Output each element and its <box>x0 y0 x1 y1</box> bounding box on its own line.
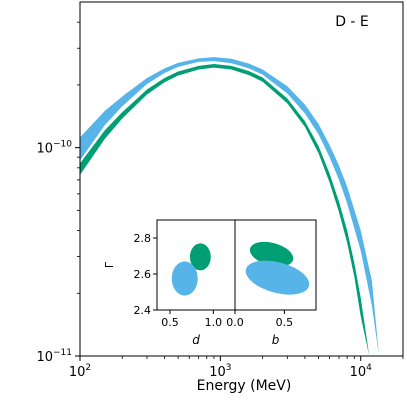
inset-y-tick-label: 2.8 <box>134 232 152 245</box>
inset-x-tick-label: 0.0 <box>226 316 244 329</box>
x-tick-label: 102 <box>69 363 91 380</box>
inset-ellipse-green <box>249 241 294 267</box>
x-axis-label: Energy (MeV) <box>197 378 292 394</box>
inset-y-tick-label: 2.4 <box>134 304 152 317</box>
y-tick-label: 10−10 <box>36 140 72 157</box>
inset-contours: 0.5 1.0 d 0.0 0.5 b 2.4 2.6 2.8 Γ <box>103 219 317 347</box>
inset-ellipse-blue <box>171 261 198 296</box>
panel-label: D - E <box>335 14 369 30</box>
inset-panel-frame <box>234 219 317 311</box>
inset-x-tick-label: 1.0 <box>205 316 223 329</box>
series-band-blue <box>80 57 380 357</box>
inset-x-tick-label: 0.5 <box>276 316 294 329</box>
sed-bands <box>80 57 380 357</box>
x-tick-label: 104 <box>350 363 373 380</box>
inset-y-axis-label: Γ <box>103 261 116 268</box>
y-tick-label: 10−11 <box>36 348 72 365</box>
inset-x-axis-label: d <box>192 333 200 347</box>
x-tick-label: 103 <box>209 363 231 380</box>
inset-y-tick-label: 2.6 <box>134 268 152 281</box>
inset-ellipse-green <box>189 243 211 271</box>
inset-x-tick-label: 0.5 <box>161 316 179 329</box>
plot-frame <box>79 1 404 357</box>
series-band-green <box>80 64 370 356</box>
inset-x-axis-label: b <box>272 333 280 347</box>
inset-ellipse-blue <box>245 260 310 295</box>
chart-axes: 102 103 104 10−11 10−10 <box>36 1 404 380</box>
